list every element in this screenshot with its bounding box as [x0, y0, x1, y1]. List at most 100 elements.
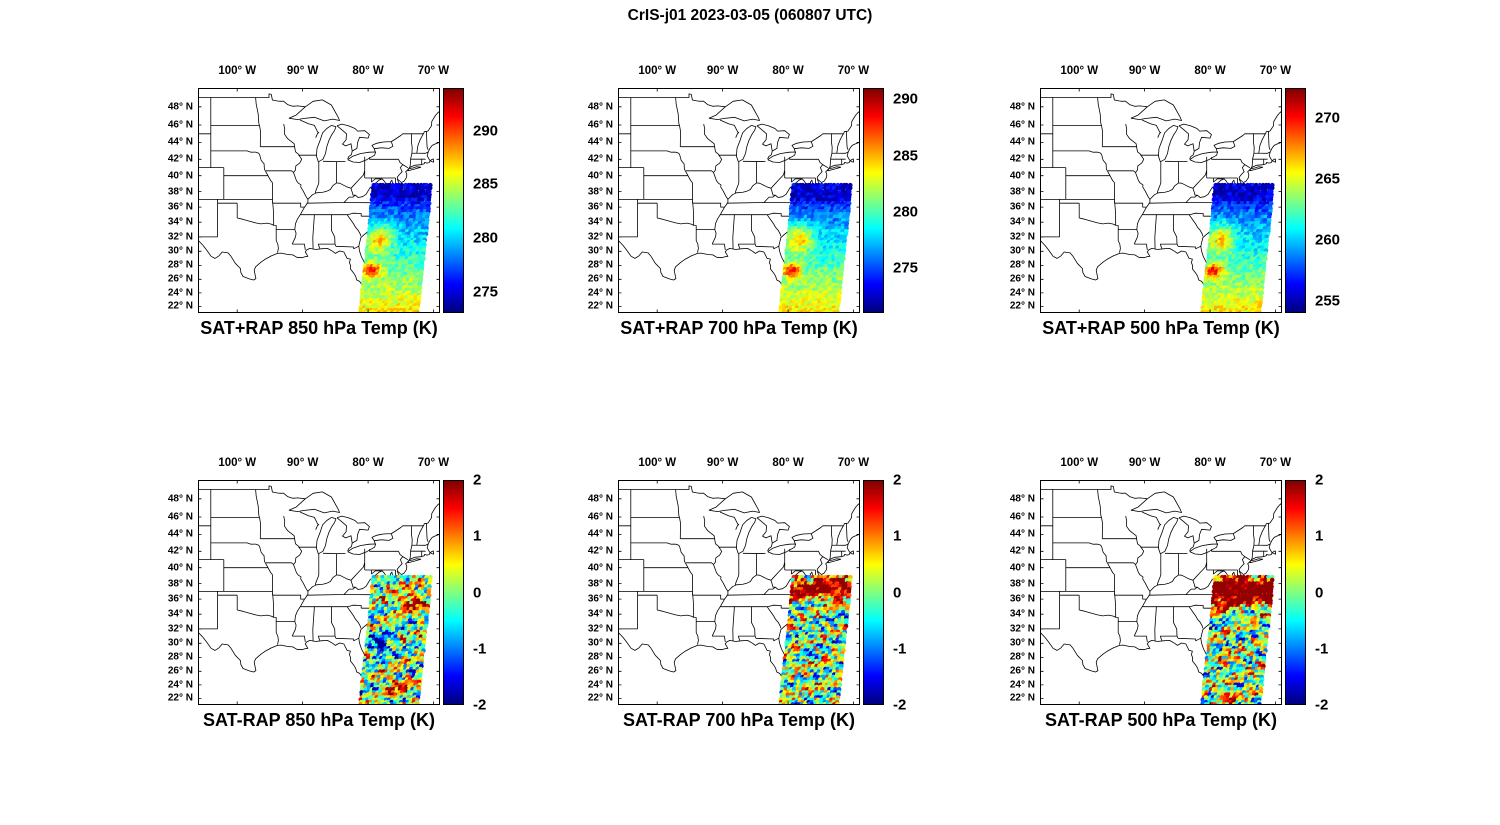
lon-tick-label: 80° W — [772, 457, 804, 469]
map-plot-area — [618, 88, 860, 313]
figure-title: CrIS-j01 2023-03-05 (060807 UTC) — [627, 7, 873, 24]
axis-ticks-group — [1040, 480, 1282, 705]
lat-tick-label: 28° N — [1009, 259, 1035, 271]
lon-tick-label: 70° W — [417, 65, 450, 77]
lat-tick-label: 24° N — [1009, 287, 1035, 299]
map-svg — [618, 480, 860, 705]
lat-tick-label: 36° N — [1009, 593, 1035, 605]
lat-tick-label: 42° N — [167, 153, 193, 165]
state-boundaries-group — [1040, 93, 1282, 286]
colorbar-tick-label: 2 — [1315, 471, 1324, 489]
axes-box — [198, 88, 440, 313]
lat-tick-label: 40° N — [167, 170, 193, 182]
colorbar-tick-label: -2 — [893, 696, 907, 714]
colorbar-gradient — [444, 89, 463, 312]
colorbar-tick-label: -1 — [893, 640, 907, 658]
lat-tick-label: 46° N — [167, 511, 193, 523]
panel-sat-plus-rap-500: SAT+RAP 500 hPa Temp (K) 100° W 90° W 80° … — [1010, 65, 1340, 338]
lat-tick-label: 28° N — [587, 259, 613, 271]
axis-ticks-group — [618, 480, 860, 705]
panel-sat-minus-rap-500: SAT-RAP 500 hPa Temp (K) 100° W 90° W 80° … — [1010, 457, 1328, 730]
lat-tick-label: 38° N — [1009, 578, 1035, 590]
state-boundaries-group — [618, 485, 860, 678]
axis-ticks-group — [1040, 88, 1282, 313]
lat-tick-label: 42° N — [1009, 153, 1035, 165]
lat-tick-label: 28° N — [1009, 651, 1035, 663]
colorbar-tick-label: 1 — [1315, 527, 1324, 545]
lat-tick-label: 46° N — [1009, 119, 1035, 131]
axis-ticks-group — [198, 480, 440, 705]
lat-tick-label: 28° N — [167, 651, 193, 663]
lat-tick-label: 46° N — [1009, 511, 1035, 523]
lat-tick-label: 26° N — [167, 665, 193, 677]
lon-tick-label: 90° W — [706, 65, 739, 77]
colorbar-tick-label: -1 — [473, 640, 487, 658]
lon-tick-label: 80° W — [352, 457, 384, 469]
lat-tick-label: 34° N — [1009, 216, 1035, 228]
lat-tick-label: 44° N — [1009, 528, 1035, 540]
lat-tick-label: 32° N — [587, 623, 613, 635]
lat-tick-label: 26° N — [1009, 665, 1035, 677]
lat-tick-label: 30° N — [1009, 637, 1035, 649]
colorbar-tick-label: 1 — [473, 527, 482, 545]
lat-tick-label: 36° N — [587, 201, 613, 213]
lat-tick-label: 46° N — [167, 119, 193, 131]
map-plot-area — [618, 480, 860, 705]
colorbar-gradient — [1286, 481, 1305, 704]
colorbar — [443, 480, 464, 705]
lat-tick-label: 22° N — [1009, 300, 1035, 312]
lon-tick-label: 90° W — [286, 65, 319, 77]
lat-tick-label: 38° N — [167, 186, 193, 198]
lat-tick-label: 24° N — [167, 679, 193, 691]
lat-tick-label: 38° N — [1009, 186, 1035, 198]
lat-tick-label: 42° N — [587, 153, 613, 165]
panel-sat-plus-rap-850: SAT+RAP 850 hPa Temp (K) 100° W 90° W 80° … — [168, 65, 498, 338]
lat-tick-label: 34° N — [587, 216, 613, 228]
panel-sat-plus-rap-700: SAT+RAP 700 hPa Temp (K) 100° W 90° W 80° … — [588, 65, 918, 338]
lat-tick-label: 30° N — [587, 245, 613, 257]
lat-tick-label: 30° N — [1009, 245, 1035, 257]
lat-tick-label: 26° N — [167, 273, 193, 285]
map-plot-area — [1040, 88, 1282, 313]
lat-tick-label: 22° N — [167, 300, 193, 312]
colorbar-tick-label: 270 — [1315, 109, 1341, 127]
lat-tick-label: 32° N — [587, 231, 613, 243]
panel-title: SAT+RAP 850 hPa Temp (K) — [200, 318, 438, 338]
lat-tick-label: 48° N — [587, 493, 613, 505]
lon-tick-label: 90° W — [286, 457, 319, 469]
map-svg — [1040, 88, 1282, 313]
map-svg — [618, 88, 860, 313]
colorbar-gradient — [444, 481, 463, 704]
state-boundaries-group — [618, 93, 860, 286]
axes-box — [618, 88, 860, 313]
axis-ticks-group — [618, 88, 860, 313]
lat-tick-label: 32° N — [167, 623, 193, 635]
lat-tick-label: 40° N — [1009, 562, 1035, 574]
panel-title: SAT+RAP 700 hPa Temp (K) — [620, 318, 858, 338]
colorbar-tick-label: -1 — [1315, 640, 1329, 658]
colorbar — [863, 480, 884, 705]
colorbar-tick-label: 290 — [893, 90, 919, 108]
lat-tick-label: 32° N — [167, 231, 193, 243]
obs-swath-dots-group — [358, 574, 433, 705]
lat-tick-label: 36° N — [167, 593, 193, 605]
colorbar-tick-label: 0 — [473, 584, 482, 601]
lon-tick-label: 70° W — [1259, 65, 1292, 77]
panel-title: SAT-RAP 500 hPa Temp (K) — [1044, 710, 1278, 730]
colorbar-tick-label: 285 — [893, 147, 919, 164]
colorbar-tick-label: 285 — [473, 175, 499, 193]
axes-box — [618, 480, 860, 705]
lat-tick-label: 36° N — [167, 201, 193, 213]
axes-box — [1040, 480, 1282, 705]
lat-tick-label: 28° N — [167, 259, 193, 271]
lon-tick-label: 80° W — [352, 65, 384, 77]
lon-tick-label: 80° W — [1194, 457, 1226, 469]
lat-tick-label: 38° N — [167, 578, 193, 590]
colorbar-tick-label: 265 — [1315, 170, 1341, 188]
colorbar-tick-label: 290 — [473, 122, 499, 140]
map-plot-area — [198, 480, 440, 705]
lat-tick-label: 48° N — [587, 101, 613, 113]
panel-title: SAT-RAP 700 hPa Temp (K) — [622, 710, 856, 730]
lat-tick-label: 24° N — [1009, 679, 1035, 691]
